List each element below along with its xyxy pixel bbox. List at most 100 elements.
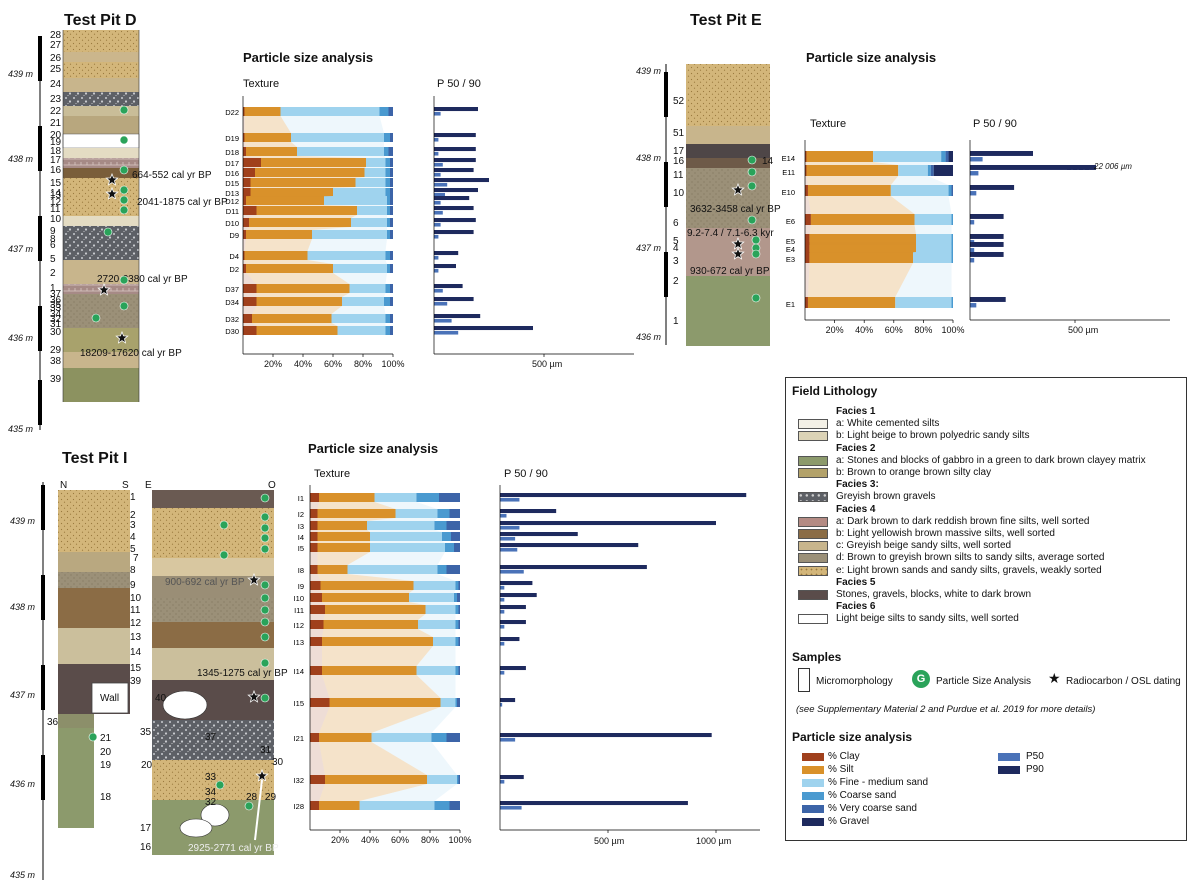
chart-d-band-5-0 <box>243 187 251 188</box>
chart-d-D10-verycoarsesand-bar <box>390 218 393 227</box>
chart-i-I32-coarsesand-bar <box>457 775 459 784</box>
chart-d-band-1-2 <box>291 142 384 147</box>
chart-i-I21-p90-bar <box>500 733 712 738</box>
chart-d-band-11-0 <box>243 260 246 264</box>
pit-d-layer-2: 2 <box>50 268 56 279</box>
sample-markers <box>88 105 761 811</box>
chart-i-band-9-0 <box>310 629 324 637</box>
chart-i-I2-clay-bar <box>310 509 318 518</box>
chart-e-tick-label-1: 40% <box>855 325 874 335</box>
chart-d-band-12-0 <box>243 273 257 284</box>
chart-i-band-7-1 <box>322 602 426 605</box>
chart-e-E3-silt-bar <box>809 252 914 263</box>
chart-d-cat-D30: D30 <box>225 327 239 336</box>
chart-d-band-14-1 <box>252 306 342 314</box>
psa-marker-icon-29 <box>260 544 270 554</box>
chart-d-D10-silt-bar <box>249 218 351 227</box>
pit-d-layer-1: 1 <box>50 283 56 294</box>
chart-d-D4-coarsesand-bar <box>385 251 390 260</box>
chart-d-band-6-2 <box>324 196 387 197</box>
chart-i-cat-I15: I15 <box>294 699 304 708</box>
facies-swatch-3-2 <box>798 541 828 552</box>
pit-i-r-layer-17: 17 <box>140 823 152 834</box>
chart-i-I13-coarsesand-bar <box>455 637 459 646</box>
chart-d-band-11-1 <box>244 260 333 264</box>
pit-i-r-layer-2: 2 <box>130 510 136 521</box>
chart-e-E6-coarsesand-bar <box>951 214 953 225</box>
psa-title-e: Particle size analysis <box>806 50 937 65</box>
chart-e-band-3-0 <box>805 225 811 234</box>
chart-i-band-5-1 <box>317 574 414 581</box>
chart-i-I11-verycoarsesand-bar <box>458 605 460 614</box>
pit-d-layer-28: 28 <box>50 30 62 41</box>
pit-i-r-layer-7: 7 <box>133 553 139 564</box>
chart-i-I3-silt-bar <box>317 521 367 530</box>
legend-field-title: Field Lithology <box>792 384 878 398</box>
pit-i-header-s: S <box>122 480 129 491</box>
chart-d-D13-p90-bar <box>434 188 478 193</box>
chart-d-D11-p50-bar <box>434 210 443 215</box>
facies-item-3-1: b: Light yellowish brown massive silts, … <box>836 527 1055 539</box>
chart-i-I14-silt-bar <box>322 666 417 675</box>
chart-d-D32-coarsesand-bar <box>385 314 390 323</box>
chart-e-E11-p90-bar <box>970 165 1096 170</box>
chart-e-cat-E5: E5 <box>786 237 795 246</box>
pit-d-ruler <box>38 36 42 430</box>
facies-swatch-3-4 <box>798 565 828 576</box>
chart-i-I10-p50-bar <box>500 597 505 602</box>
chart-d-D9-p90-bar <box>434 230 474 235</box>
chart-i-I14-verycoarsesand-bar <box>458 666 460 675</box>
chart-d-D32-verycoarsesand-bar <box>390 314 393 323</box>
chart-i-I28-clay-bar <box>310 801 319 810</box>
chart-i-I1-finemediumsand-bar <box>374 493 417 502</box>
chart-d-cat-D12: D12 <box>225 197 239 206</box>
chart-e-band-6-2 <box>895 263 952 297</box>
chart-d-band-9-1 <box>246 227 351 230</box>
chart-d-D17-verycoarsesand-bar <box>390 158 393 167</box>
chart-d-cat-D22: D22 <box>225 108 239 117</box>
chart-i-I10-finemediumsand-bar <box>409 593 454 602</box>
chart-i-band-8-1 <box>323 614 426 620</box>
chart-i-band-4-0 <box>310 552 318 565</box>
chart-i-band-14-0 <box>310 784 325 801</box>
chart-d-D9-silt-bar <box>246 230 312 239</box>
facies-head-1: Facies 2 <box>836 442 876 454</box>
chart-d-band-10-0 <box>243 239 246 251</box>
chart-i-I15-verycoarsesand-bar <box>457 698 460 707</box>
pit-i-date-3: 2925-2771 cal yr BP <box>188 843 279 854</box>
chart-i-cat-I32: I32 <box>294 776 304 785</box>
chart-e-band-2-1 <box>807 196 915 214</box>
pit-d-layer-29: 29 <box>50 345 62 356</box>
facies-swatch-3-3 <box>798 553 828 564</box>
psa-marker-icon-34 <box>260 632 270 642</box>
chart-d-D34-p50-bar <box>434 301 448 306</box>
psa-legend-item-0: % Clay <box>828 751 860 762</box>
chart-e-E5-silt-bar <box>809 234 916 245</box>
chart-i-I21-clay-bar <box>310 733 319 742</box>
chart-i-band-2-2 <box>367 530 442 532</box>
pit-d-layer-33: 33 <box>50 303 62 314</box>
pit-i-l-layer-20: 20 <box>100 747 112 758</box>
dating-star-marker-icon-22 <box>731 182 745 196</box>
chart-i-I2-silt-bar <box>317 509 396 518</box>
chart-i-I11-clay-bar <box>310 605 325 614</box>
psa-legend-item-5: % Gravel <box>828 816 870 827</box>
pit-e-ruler <box>664 64 668 345</box>
pit-d-layer-17: 17 <box>50 155 62 166</box>
psa-marker-icon-9 <box>91 313 101 323</box>
chart-d-D17-clay-bar <box>243 158 261 167</box>
chart-d-D16-p90-bar <box>434 168 474 173</box>
chart-d-band-6-0 <box>243 196 251 197</box>
pit-i-wall-label: Wall <box>100 693 120 704</box>
pit-e-layer-4: 4 <box>673 243 679 254</box>
chart-d-band-2-0 <box>243 156 261 158</box>
pit-d-layer-23: 23 <box>50 94 62 105</box>
chart-d-D15-verycoarsesand-bar <box>390 178 393 187</box>
chart-d-tick-label-4: 100% <box>381 359 405 369</box>
chart-d-band-15-1 <box>252 323 338 326</box>
psa-legend-item-2: % Fine - medium sand <box>828 777 929 788</box>
chart-d-D18-coarsesand-bar <box>384 147 389 156</box>
psa-marker-icon-37 <box>219 520 229 530</box>
chart-e-E1-clay-bar <box>805 297 808 308</box>
chart-i-I2-verycoarsesand-bar <box>449 509 460 518</box>
